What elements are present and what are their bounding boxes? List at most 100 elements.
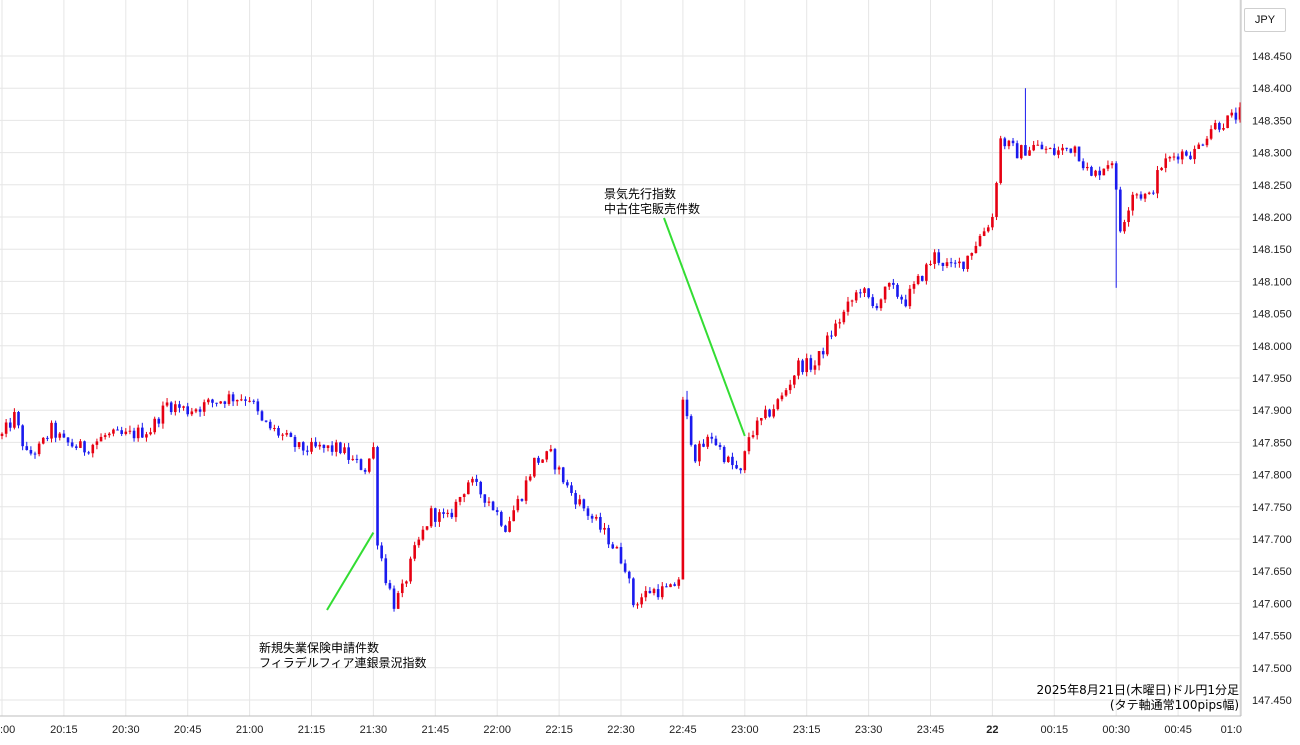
candle-body	[260, 411, 264, 421]
candle-body	[714, 438, 718, 446]
candle-body	[116, 429, 119, 431]
candle-body	[446, 512, 449, 514]
candle-body	[570, 485, 573, 494]
candle-body	[450, 512, 454, 518]
candle-body	[318, 444, 322, 447]
candle-body	[442, 512, 445, 514]
x-tick-label: 20:15	[50, 724, 78, 736]
candle-body	[962, 261, 965, 270]
candle-body	[310, 441, 313, 452]
candle-body	[830, 335, 833, 337]
x-tick-label: :00	[0, 724, 15, 736]
candle-body	[434, 508, 437, 522]
candle-body	[925, 264, 928, 281]
candle-body	[458, 497, 462, 502]
candle-body	[467, 482, 470, 495]
candle-body	[797, 360, 800, 376]
candle-body	[1003, 138, 1007, 147]
candle-body	[1176, 156, 1180, 160]
annotation-label: 新規失業保険申請件数	[259, 640, 379, 655]
candle-body	[776, 399, 780, 410]
x-tick-label: 22:15	[545, 724, 573, 736]
candle-body	[669, 584, 672, 588]
candle-body	[854, 292, 858, 301]
candle-body	[516, 499, 520, 511]
candle-body	[615, 547, 619, 549]
x-tick-label: 22	[986, 724, 998, 736]
candle-body	[1057, 150, 1060, 155]
candle-body	[429, 508, 433, 527]
candle-body	[289, 433, 293, 437]
candle-body	[306, 450, 309, 452]
candle-body	[887, 282, 891, 287]
candle-body	[1180, 151, 1184, 160]
candle-body	[718, 445, 722, 447]
candle-body	[207, 399, 210, 403]
candle-body	[87, 452, 90, 454]
candle-body	[760, 418, 763, 421]
candle-body	[821, 351, 825, 355]
candle-body	[801, 360, 804, 373]
candle-body	[755, 420, 759, 436]
candle-body	[743, 451, 747, 471]
candle-body	[586, 508, 590, 516]
x-tick-label: 20:30	[112, 724, 140, 736]
candle-body	[83, 441, 86, 453]
candle-body	[1218, 122, 1221, 130]
candle-body	[273, 427, 276, 429]
candle-body	[1168, 156, 1172, 159]
candle-body	[594, 516, 598, 519]
x-tick-label: 00:30	[1102, 724, 1130, 736]
candle-body	[1201, 144, 1205, 146]
grid-lines	[0, 0, 1241, 716]
candle-body	[1222, 128, 1225, 130]
candle-body	[219, 401, 223, 404]
candle-body	[574, 493, 577, 505]
candle-body	[788, 384, 792, 391]
candle-body	[343, 447, 346, 454]
candle-body	[347, 447, 350, 460]
candle-body	[912, 283, 916, 289]
annotation-label: フィラデルフィア連銀景況指数	[259, 655, 427, 670]
candle-body	[809, 358, 813, 370]
candle-body	[1147, 192, 1151, 194]
y-tick-label: 148.450	[1252, 51, 1292, 63]
x-tick-label: 22:30	[607, 724, 635, 736]
currency-label[interactable]: JPY	[1244, 8, 1286, 32]
candle-body	[541, 459, 544, 463]
annotation-label: 景気先行指数	[604, 186, 676, 201]
candle-body	[892, 282, 895, 285]
candle-body	[805, 358, 808, 373]
candle-body	[74, 446, 78, 448]
candle-body	[578, 499, 582, 505]
candle-body	[1213, 122, 1217, 130]
candle-body	[169, 402, 173, 413]
candle-body	[322, 444, 326, 448]
chart-caption-line1: 2025年8月21日(木曜日)ドル円1分足	[1037, 683, 1239, 697]
candle-body	[0, 433, 4, 436]
candle-body	[198, 409, 202, 412]
candle-body	[896, 284, 899, 297]
candle-body	[409, 558, 412, 582]
candle-body	[751, 435, 755, 438]
y-tick-label: 147.650	[1252, 566, 1292, 578]
x-tick-label: 23:30	[855, 724, 883, 736]
candle-body	[681, 399, 685, 580]
candle-body	[392, 588, 396, 609]
candle-body	[256, 401, 260, 412]
candle-body	[1024, 145, 1027, 156]
candle-body	[722, 446, 726, 462]
candle-body	[202, 402, 206, 412]
y-tick-label: 148.350	[1252, 115, 1292, 127]
candle-body	[706, 436, 709, 447]
candle-body	[99, 436, 103, 442]
y-tick-label: 147.900	[1252, 405, 1292, 417]
candle-body	[710, 436, 714, 439]
candle-body	[425, 526, 429, 530]
candle-body	[174, 404, 177, 413]
candle-body	[768, 409, 771, 417]
candle-body	[1011, 140, 1015, 144]
candle-body	[178, 404, 181, 408]
